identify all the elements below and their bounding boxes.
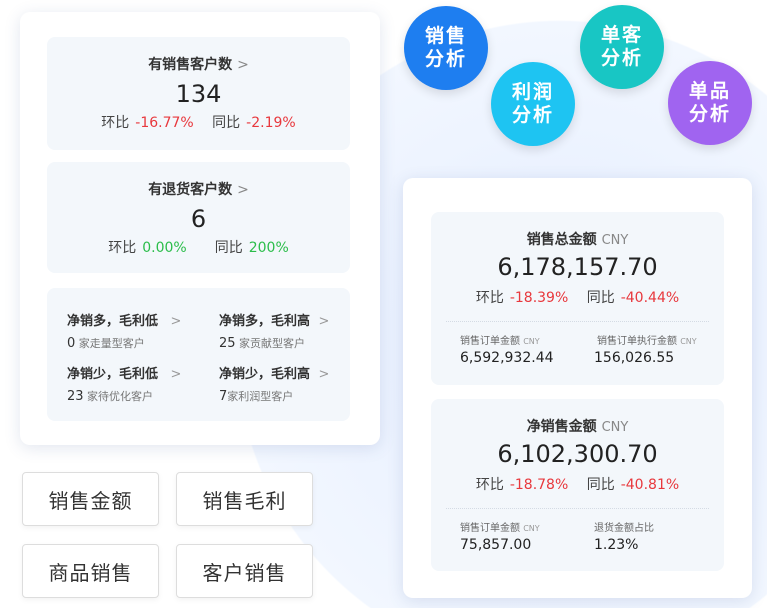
mom-label: 环比: [475, 290, 504, 306]
unit-label: CNY: [523, 524, 540, 533]
mom-label: 环比: [108, 240, 137, 256]
sub-value: 75,857.00: [460, 537, 532, 553]
return-customers-panel[interactable]: 有退货客户数 > 6 环比 0.00% 同比 200%: [47, 162, 350, 273]
chevron-right-icon: >: [237, 57, 249, 73]
segment-count: 23: [67, 389, 84, 404]
metric-value: 6,178,157.70: [497, 253, 658, 281]
sales-amount-button[interactable]: 销售金额: [22, 472, 159, 526]
yoy-label: 同比: [586, 290, 615, 306]
unit-label: CNY: [601, 420, 629, 435]
segment-title: 净销多，毛利低: [67, 314, 159, 329]
total-sales-panel: 销售总金额 CNY 6,178,157.70 环比 -18.39% 同比 -40.4…: [431, 212, 724, 385]
chevron-right-icon: >: [170, 367, 182, 382]
yoy-value: 200%: [248, 240, 289, 256]
segment-desc: 家待优化客户: [87, 390, 154, 403]
profit-analysis-button[interactable]: 利润 分析: [491, 62, 575, 146]
product-sales-button[interactable]: 商品销售: [22, 544, 159, 598]
sub-label: 销售订单金额: [460, 336, 520, 347]
panel-title: 有退货客户数: [148, 182, 233, 198]
sub-label: 销售订单金额: [460, 523, 520, 534]
unit-label: CNY: [523, 337, 540, 346]
segment-desc: 家利润型客户: [227, 390, 294, 403]
panel-title: 净销售金额: [526, 419, 597, 435]
segment-count: 25: [219, 336, 236, 351]
customer-analysis-button[interactable]: 单客 分析: [580, 5, 664, 89]
chevron-right-icon: >: [318, 367, 330, 382]
panel-title: 有销售客户数: [148, 57, 233, 73]
segment-item[interactable]: 净销少，毛利高 >7家利润型客户: [219, 363, 369, 404]
chevron-right-icon: >: [170, 314, 182, 329]
sub-value: 156,026.55: [594, 350, 675, 366]
segments-panel: 净销多，毛利低 >0 家走量型客户 净销多，毛利高 >25 家贡献型客户 净销少…: [47, 288, 350, 421]
yoy-value: -40.81%: [620, 477, 680, 493]
sales-analysis-button[interactable]: 销售 分析: [404, 6, 488, 90]
yoy-value: -40.44%: [620, 290, 680, 306]
segment-title: 净销多，毛利高: [219, 314, 311, 329]
net-sales-panel: 净销售金额 CNY 6,102,300.70 环比 -18.78% 同比 -40.8…: [431, 399, 724, 571]
product-analysis-button[interactable]: 单品 分析: [668, 61, 752, 145]
segment-item[interactable]: 净销多，毛利高 >25 家贡献型客户: [219, 310, 369, 351]
sub-value: 1.23%: [594, 537, 639, 553]
segment-title: 净销少，毛利高: [219, 367, 311, 382]
metric-value: 6,102,300.70: [497, 440, 658, 468]
mom-label: 环比: [101, 115, 130, 131]
segment-desc: 家走量型客户: [78, 337, 145, 350]
unit-label: CNY: [680, 337, 697, 346]
sub-value: 6,592,932.44: [460, 350, 554, 366]
chevron-right-icon: >: [318, 314, 330, 329]
segment-desc: 家贡献型客户: [239, 337, 306, 350]
yoy-label: 同比: [212, 115, 241, 131]
sales-amount-card: 销售总金额 CNY 6,178,157.70 环比 -18.39% 同比 -40.4…: [403, 178, 752, 598]
segment-item[interactable]: 净销多，毛利低 >0 家走量型客户: [67, 310, 217, 351]
sub-label: 销售订单执行金额: [597, 336, 677, 347]
segment-count: 7: [219, 389, 228, 404]
sales-profit-button[interactable]: 销售毛利: [176, 472, 313, 526]
mom-value: -16.77%: [135, 115, 194, 131]
segment-title: 净销少，毛利低: [67, 367, 159, 382]
yoy-value: -2.19%: [246, 115, 296, 131]
sub-label: 退货金额占比: [594, 523, 654, 534]
mom-value: 0.00%: [142, 240, 187, 256]
yoy-label: 同比: [214, 240, 243, 256]
unit-label: CNY: [601, 233, 629, 248]
yoy-label: 同比: [586, 477, 615, 493]
customer-card: 有销售客户数 > 134 环比 -16.77% 同比 -2.19% 有退货客户数 >…: [20, 12, 380, 445]
chevron-right-icon: >: [237, 182, 249, 198]
divider: [446, 321, 709, 322]
sales-customers-panel[interactable]: 有销售客户数 > 134 环比 -16.77% 同比 -2.19%: [47, 37, 350, 150]
segment-item[interactable]: 净销少，毛利低 >23 家待优化客户: [67, 363, 217, 404]
panel-title: 销售总金额: [526, 232, 597, 248]
divider: [446, 508, 709, 509]
mom-label: 环比: [475, 477, 504, 493]
segment-count: 0: [67, 336, 76, 351]
metric-value: 134: [175, 80, 222, 108]
mom-value: -18.39%: [509, 290, 569, 306]
customer-sales-button[interactable]: 客户销售: [176, 544, 313, 598]
metric-value: 6: [190, 205, 207, 233]
mom-value: -18.78%: [509, 477, 569, 493]
